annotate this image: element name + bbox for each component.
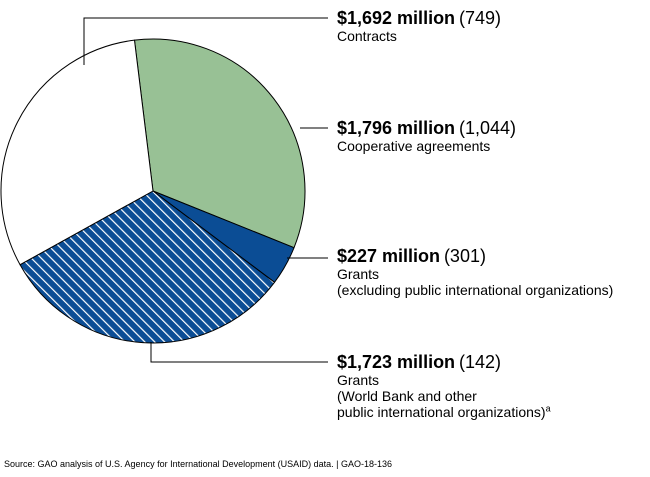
leader-grants-wb — [150, 342, 328, 363]
footnote-marker: a — [545, 403, 551, 414]
cooperative-amount: $1,796 million — [337, 118, 456, 138]
grants-excl-category: Grants — [337, 266, 380, 282]
grants-excl-amount: $227 million — [337, 246, 441, 266]
contracts-amount: $1,692 million — [337, 8, 456, 28]
grants-wb-amount: $1,723 million — [337, 352, 456, 372]
slice-label-contracts: $1,692 million (749) Contracts — [337, 8, 501, 44]
grants-wb-count: (142) — [458, 352, 501, 372]
slice-label-grants-wb: $1,723 million (142) Grants (World Bank … — [337, 352, 551, 420]
pie-slice-grants-wb — [19, 190, 276, 344]
leader-contracts — [83, 17, 328, 65]
cooperative-category: Cooperative agreements — [337, 138, 491, 154]
pie-slice-cooperative — [133, 38, 306, 249]
slice-label-grants-excl: $227 million (301) Grants (excluding pub… — [337, 246, 613, 298]
contracts-category: Contracts — [337, 28, 397, 44]
grants-excl-count: (301) — [443, 246, 486, 266]
pie-slice-contracts — [0, 39, 154, 266]
grants-wb-detail-2: public international organizations) — [337, 404, 546, 420]
grants-excl-detail: (excluding public international organiza… — [337, 282, 614, 298]
grants-wb-detail-1: (World Bank and other — [337, 388, 477, 404]
contracts-count: (749) — [458, 8, 501, 28]
cooperative-count: (1,044) — [458, 118, 516, 138]
grants-wb-category: Grants — [337, 372, 380, 388]
slice-label-cooperative: $1,796 million (1,044) Cooperative agree… — [337, 118, 516, 154]
source-note: Source: GAO analysis of U.S. Agency for … — [4, 459, 393, 469]
